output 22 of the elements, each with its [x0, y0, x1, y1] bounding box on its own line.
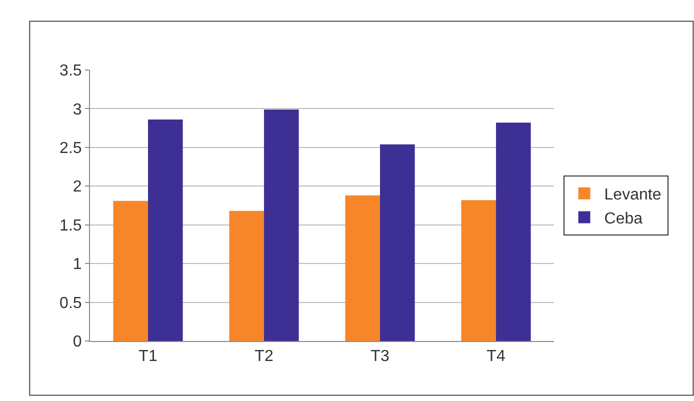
- bar: [380, 144, 415, 341]
- x-tick-label: T4: [486, 348, 506, 366]
- y-tick-label: 1.5: [60, 217, 82, 234]
- bar: [461, 200, 496, 341]
- legend-label: Levante: [604, 186, 662, 204]
- bar: [496, 122, 531, 341]
- bar: [229, 210, 264, 341]
- y-tick-label: 1: [72, 256, 82, 274]
- bar: [345, 195, 380, 341]
- y-tick-label: 2: [72, 178, 82, 196]
- bar: [113, 200, 148, 341]
- y-tick-label: 0.5: [60, 294, 82, 312]
- y-tick-label: 3: [72, 101, 82, 118]
- y-tick-label: 0: [72, 334, 82, 351]
- x-tick-label: T1: [138, 348, 158, 366]
- bar: [264, 109, 299, 341]
- bar: [148, 120, 183, 341]
- x-tick-label: T3: [370, 348, 390, 366]
- legend-label: Ceba: [604, 210, 643, 228]
- y-tick-label: 2.5: [60, 140, 82, 158]
- y-tick-label: 3.5: [60, 62, 82, 80]
- x-tick-label: T2: [254, 348, 274, 366]
